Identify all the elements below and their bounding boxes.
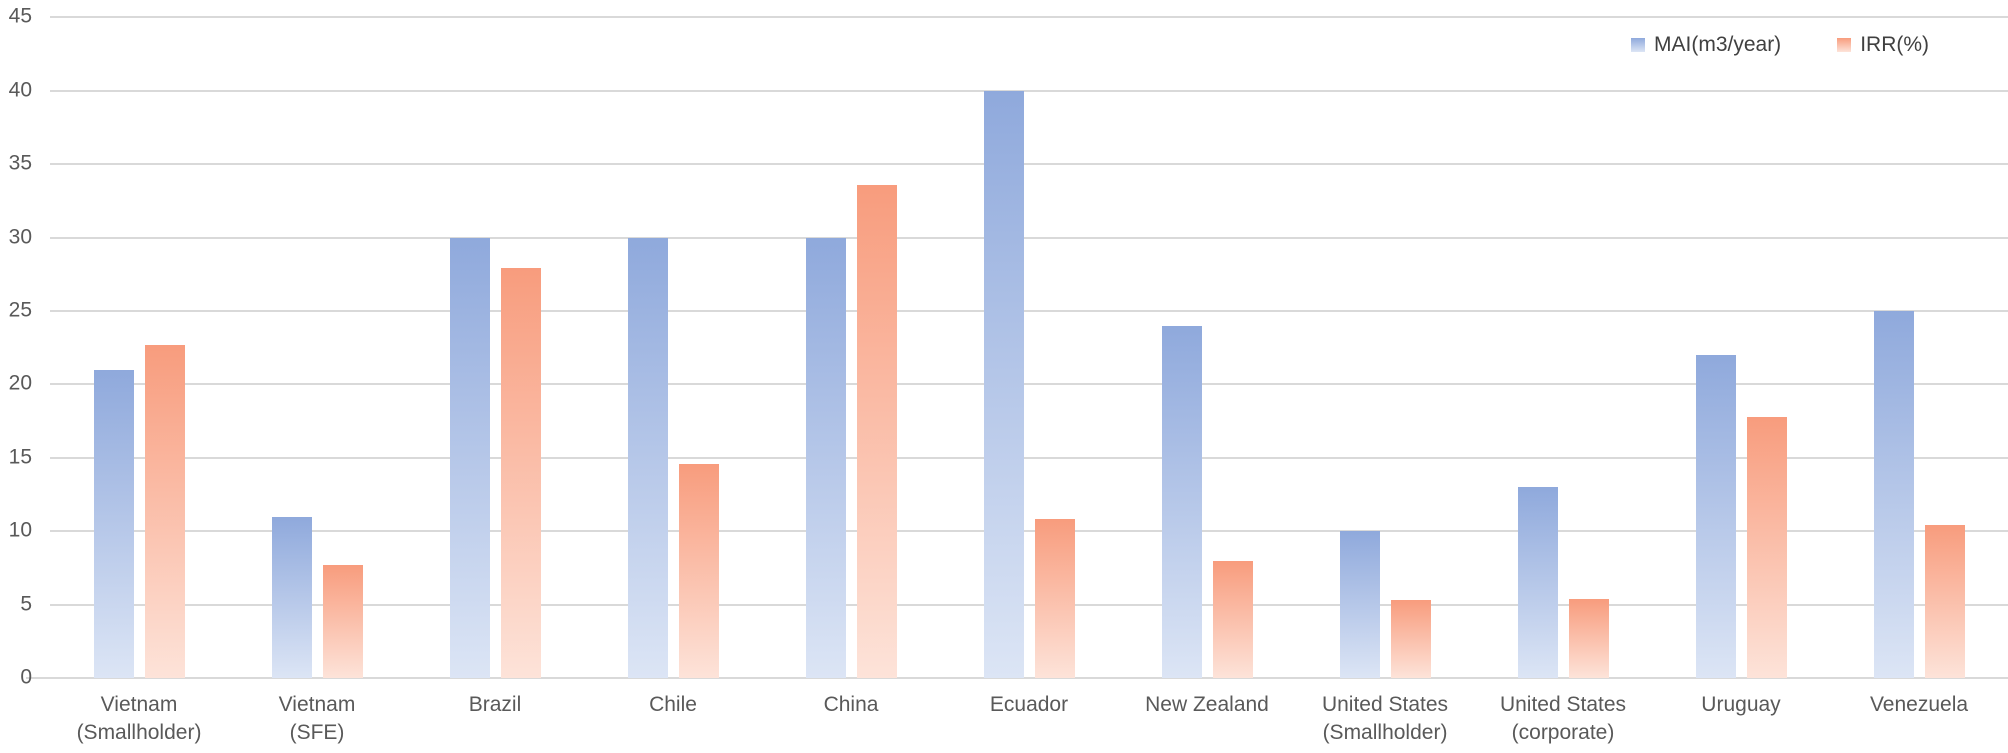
category-label: New Zealand xyxy=(1117,691,1297,719)
irr-bar-chile xyxy=(678,463,719,678)
y-tick-label: 30 xyxy=(8,225,32,249)
irr-bar-brazil xyxy=(500,268,541,678)
category-label-line: Brazil xyxy=(468,693,522,716)
irr-legend-swatch-icon xyxy=(1837,38,1852,52)
y-tick-label: 0 xyxy=(20,665,32,689)
irr-bar-venezuela xyxy=(1924,525,1965,678)
category-label: Venezuela xyxy=(1829,691,2008,719)
gridline xyxy=(50,310,2008,312)
y-tick-label: 40 xyxy=(8,78,32,102)
mai-bar-venezuela xyxy=(1873,311,1914,678)
mai-legend-swatch-icon xyxy=(1631,38,1645,52)
mai-legend-label: MAI(m3/year) xyxy=(1654,33,1782,56)
mai-bar-chile xyxy=(627,237,668,678)
y-tick-label: 20 xyxy=(8,371,32,395)
category-label-line: United States xyxy=(1499,693,1627,716)
gridline xyxy=(50,383,2008,386)
category-label-line: New Zealand xyxy=(1145,693,1269,716)
legend-item-mai: MAI(m3/year) xyxy=(1631,33,1781,57)
irr-bar-vietnam-smallholder xyxy=(144,344,185,678)
gridline xyxy=(50,530,2008,533)
irr-bar-ecuador xyxy=(1034,519,1075,678)
category-label: Brazil xyxy=(405,691,585,719)
y-tick-label: 35 xyxy=(8,151,32,175)
category-label-line: United States xyxy=(1321,693,1449,716)
y-tick-label: 45 xyxy=(8,4,32,28)
irr-bar-china xyxy=(856,184,897,678)
gridline xyxy=(50,16,2008,19)
mai-bar-china xyxy=(805,237,846,678)
category-label: Vietnam (SFE) xyxy=(227,691,407,747)
legend: MAI(m3/year) IRR(%) xyxy=(1631,33,1929,57)
mai-bar-vietnam-smallholder xyxy=(93,369,134,678)
category-label-line: (corporate) xyxy=(1511,721,1615,744)
x-axis-line xyxy=(26,677,2008,679)
gridline xyxy=(50,89,2008,92)
category-label: United States (Smallholder) xyxy=(1295,691,1475,747)
category-label: Chile xyxy=(583,691,763,719)
category-label-line: Ecuador xyxy=(989,693,1069,716)
irr-bar-vietnam-sfe xyxy=(322,564,363,678)
y-tick-label: 5 xyxy=(20,592,32,616)
category-label: Ecuador xyxy=(939,691,1119,719)
category-label-line: Vietnam xyxy=(100,693,178,716)
mai-bar-new-zealand xyxy=(1161,325,1202,678)
category-label: Uruguay xyxy=(1651,691,1831,719)
gridline xyxy=(50,456,2008,459)
gridline xyxy=(50,163,2008,166)
mai-bar-brazil xyxy=(449,237,490,678)
gridline xyxy=(50,236,2008,239)
mai-bar-vietnam-sfe xyxy=(271,516,312,678)
legend-item-irr: IRR(%) xyxy=(1837,33,1929,57)
y-tick-label: 25 xyxy=(8,298,32,322)
category-label-line: (Smallholder) xyxy=(1322,721,1448,744)
irr-bar-new-zealand xyxy=(1212,560,1253,678)
irr-legend-label: IRR(%) xyxy=(1860,33,1930,56)
category-label-line: Chile xyxy=(649,693,697,716)
category-label-line: (Smallholder) xyxy=(76,721,202,744)
category-label-line: Uruguay xyxy=(1701,693,1781,716)
mai-bar-united-states-smallholder xyxy=(1339,531,1380,678)
mai-bar-united-states-corporate xyxy=(1517,487,1558,678)
category-label: Vietnam (Smallholder) xyxy=(49,691,229,747)
category-label-line: China xyxy=(823,693,879,716)
mai-bar-ecuador xyxy=(983,90,1024,678)
category-label-line: Venezuela xyxy=(1869,693,1969,716)
y-tick-label: 10 xyxy=(8,518,32,542)
mai-bar-uruguay xyxy=(1695,355,1736,678)
category-label: China xyxy=(761,691,941,719)
irr-bar-uruguay xyxy=(1746,416,1787,678)
irr-bar-united-states-corporate xyxy=(1568,598,1609,678)
category-label-line: Vietnam xyxy=(278,693,356,716)
irr-bar-united-states-smallholder xyxy=(1390,600,1431,678)
category-label-line: (SFE) xyxy=(289,721,345,744)
gridline xyxy=(50,603,2008,606)
y-tick-label: 15 xyxy=(8,445,32,469)
category-label: United States (corporate) xyxy=(1473,691,1653,747)
